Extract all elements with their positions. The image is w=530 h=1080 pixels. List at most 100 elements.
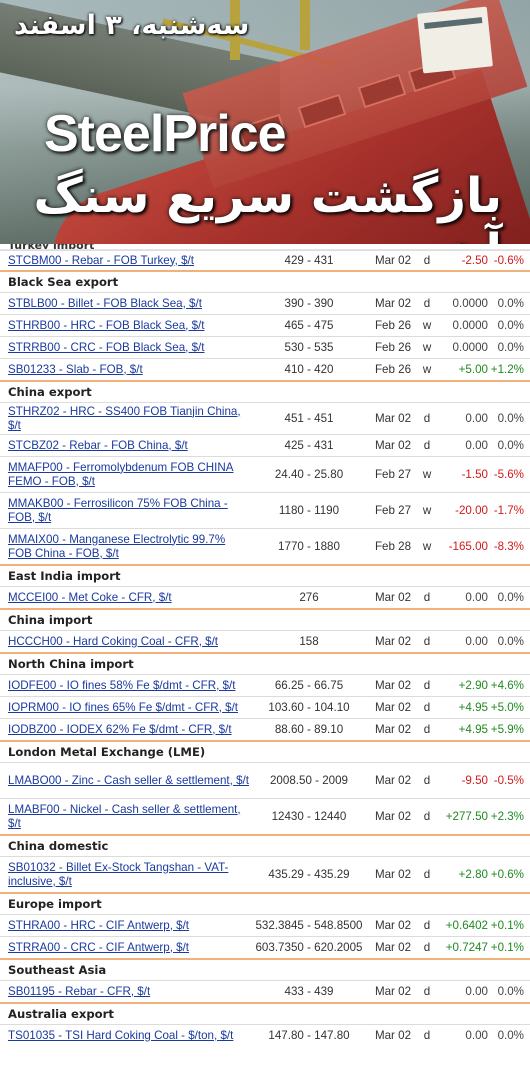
price-change: 0.00 [465,591,488,604]
frequency-code: d [423,254,431,267]
table-row: STHRZ02 - HRC - SS400 FOB Tianjin China,… [0,402,530,434]
symbol-link[interactable]: STRRA00 - CRC - CIF Antwerp, $/t [8,940,190,954]
price-table: Turkey import STCBM00 - Rebar - FOB Turk… [0,244,530,1080]
section-title: North China import [0,652,530,674]
price-range: 66.25 - 66.75 [274,679,344,692]
percent-change: -1.7% [493,504,524,517]
frequency-code: d [423,701,431,714]
symbol-link[interactable]: LMABF00 - Nickel - Cash seller & settlem… [8,802,241,830]
price-range: 158 [299,635,319,648]
price-change: -2.50 [461,254,488,267]
price-range: 410 - 420 [284,363,334,376]
price-date: Feb 26 [374,341,412,354]
symbol-cell: SB01195 - Rebar - CFR, $/t [0,985,252,999]
section-title: Australia export [0,1002,530,1024]
symbol-link[interactable]: MMAIX00 - Manganese Electrolytic 99.7% F… [8,532,226,560]
table-row: MMAIX00 - Manganese Electrolytic 99.7% F… [0,528,530,564]
price-date: Mar 02 [374,1029,412,1042]
symbol-link[interactable]: STRRB00 - CRC - FOB Black Sea, $/t [8,340,205,354]
symbol-link[interactable]: STCBZ02 - Rebar - FOB China, $/t [8,438,188,452]
price-change: +0.6402 [445,919,488,932]
crane-icon [230,0,240,60]
symbol-cell: TS01035 - TSI Hard Coking Coal - $/ton, … [0,1029,252,1043]
symbol-link[interactable]: STCBM00 - Rebar - FOB Turkey, $/t [8,253,194,267]
symbol-link[interactable]: SB01233 - Slab - FOB, $/t [8,362,143,376]
frequency-code: d [423,723,431,736]
symbol-cell: STHRB00 - HRC - FOB Black Sea, $/t [0,319,252,333]
price-range: 465 - 475 [284,319,334,332]
percent-change: 0.0% [497,412,524,425]
symbol-link[interactable]: MCCEI00 - Met Coke - CFR, $/t [8,590,172,604]
section-title: Southeast Asia [0,958,530,980]
frequency-code: d [423,868,431,881]
frequency-code: d [423,810,431,823]
section-title: East India import [0,564,530,586]
symbol-cell: STHRZ02 - HRC - SS400 FOB Tianjin China,… [0,405,252,433]
symbol-link[interactable]: HCCCH00 - Hard Coking Coal - CFR, $/t [8,634,219,648]
symbol-link[interactable]: SB01195 - Rebar - CFR, $/t [8,984,151,998]
symbol-cell: IOPRM00 - IO fines 65% Fe $/dmt - CFR, $… [0,701,252,715]
price-range: 435.29 - 435.29 [268,868,350,881]
price-range: 1180 - 1190 [278,504,340,517]
price-change: 0.0000 [452,297,488,310]
table-row: LMABF00 - Nickel - Cash seller & settlem… [0,798,530,834]
price-range: 530 - 535 [284,341,334,354]
price-date: Mar 02 [374,723,412,736]
symbol-link[interactable]: STHRB00 - HRC - FOB Black Sea, $/t [8,318,205,332]
price-change: 0.0000 [452,341,488,354]
price-change: +2.90 [458,679,488,692]
symbol-cell: STBLB00 - Billet - FOB Black Sea, $/t [0,297,252,311]
price-date: Mar 02 [374,941,412,954]
percent-change: -0.6% [493,254,524,267]
table-row: MCCEI00 - Met Coke - CFR, $/t 276 Mar 02 d 0… [0,586,530,608]
frequency-code: d [423,297,431,310]
price-change: +0.7247 [445,941,488,954]
price-range: 603.7350 - 620.2005 [255,941,363,954]
percent-change: +4.6% [490,679,524,692]
symbol-link[interactable]: STHRZ02 - HRC - SS400 FOB Tianjin China,… [8,404,241,432]
percent-change: 0.0% [497,1029,524,1042]
frequency-code: w [422,504,432,517]
symbol-link[interactable]: STBLB00 - Billet - FOB Black Sea, $/t [8,296,202,310]
price-change: 0.00 [465,1029,488,1042]
symbol-link[interactable]: IOPRM00 - IO fines 65% Fe $/dmt - CFR, $… [8,700,239,714]
percent-change: +5.9% [490,723,524,736]
symbol-link[interactable]: LMABO00 - Zinc - Cash seller & settlemen… [8,773,249,787]
price-date: Feb 28 [374,540,412,553]
symbol-link[interactable]: MMAKB00 - Ferrosilicon 75% FOB China - F… [8,496,228,524]
price-date: Feb 26 [374,319,412,332]
symbol-link[interactable]: IODBZ00 - IODEX 62% Fe $/dmt - CFR, $/t [8,722,232,736]
price-change: +4.95 [458,723,488,736]
table-row: SB01233 - Slab - FOB, $/t 410 - 420 Feb 26… [0,358,530,380]
price-change: 0.00 [465,635,488,648]
frequency-code: d [423,941,431,954]
crane-icon [300,0,310,50]
table-row: STHRA00 - HRC - CIF Antwerp, $/t 532.3845… [0,914,530,936]
price-change: -20.00 [455,504,488,517]
symbol-link[interactable]: SB01032 - Billet Ex-Stock Tangshan - VAT… [8,860,229,888]
frequency-code: w [422,540,432,553]
symbol-cell: MMAIX00 - Manganese Electrolytic 99.7% F… [0,533,252,561]
table-row: STCBZ02 - Rebar - FOB China, $/t 425 - 43… [0,434,530,456]
frequency-code: d [423,412,431,425]
frequency-code: w [422,468,432,481]
symbol-link[interactable]: MMAFP00 - Ferromolybdenum FOB CHINA FEMO… [8,460,234,488]
percent-change: +0.1% [490,941,524,954]
table-row: IOPRM00 - IO fines 65% Fe $/dmt - CFR, $… [0,696,530,718]
symbol-link[interactable]: STHRA00 - HRC - CIF Antwerp, $/t [8,918,190,932]
percent-change: 0.0% [497,439,524,452]
brand-title: SteelPrice [44,105,286,163]
symbol-link[interactable]: IODFE00 - IO fines 58% Fe $/dmt - CFR, $… [8,678,236,692]
table-row: MMAFP00 - Ferromolybdenum FOB CHINA FEMO… [0,456,530,492]
table-row: SB01032 - Billet Ex-Stock Tangshan - VAT… [0,856,530,892]
price-date: Mar 02 [374,810,412,823]
section-title: Turkey import [0,244,530,250]
section-title: Europe import [0,892,530,914]
price-range: 88.60 - 89.10 [274,723,344,736]
table-row: STRRB00 - CRC - FOB Black Sea, $/t 530 - … [0,336,530,358]
symbol-cell: STCBM00 - Rebar - FOB Turkey, $/t [0,254,252,268]
symbol-cell: SB01233 - Slab - FOB, $/t [0,363,252,377]
price-range: 1770 - 1880 [278,540,340,553]
symbol-link[interactable]: TS01035 - TSI Hard Coking Coal - $/ton, … [8,1028,234,1042]
price-date: Mar 02 [374,774,412,787]
